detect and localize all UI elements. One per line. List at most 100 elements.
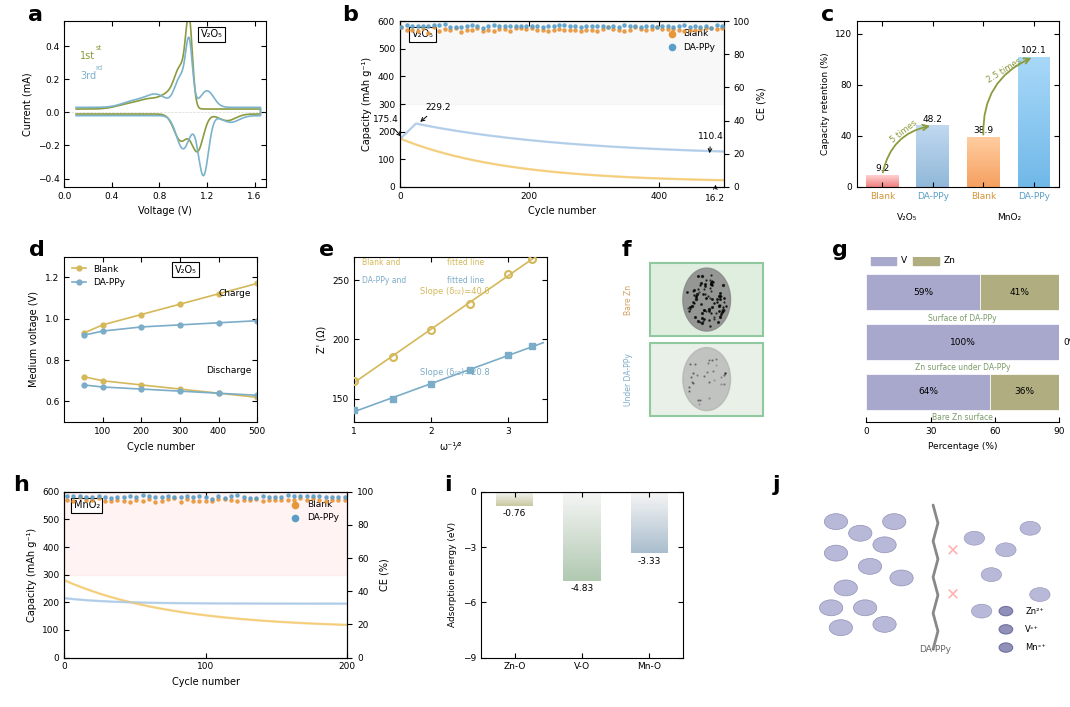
Bar — [917, 163, 949, 164]
Point — [659, 21, 676, 32]
Bar — [631, 518, 668, 520]
Point — [491, 24, 508, 35]
Point — [474, 22, 491, 33]
Bar — [1018, 127, 1051, 129]
Bar — [631, 499, 668, 500]
Text: h: h — [13, 475, 29, 495]
Point — [605, 23, 622, 34]
Point — [648, 21, 666, 33]
Bar — [631, 538, 668, 539]
Bar — [631, 516, 668, 518]
Circle shape — [827, 516, 844, 527]
Point — [122, 490, 139, 501]
Text: b: b — [341, 5, 357, 25]
Bar — [631, 504, 668, 505]
Bar — [631, 513, 668, 514]
Point — [310, 495, 327, 506]
Bar — [564, 507, 600, 508]
Bar — [564, 538, 600, 539]
Bar — [1018, 104, 1051, 105]
Point — [393, 21, 410, 33]
Bar — [631, 503, 668, 504]
Point — [627, 22, 644, 33]
Bar — [1018, 163, 1051, 164]
Blank — [96, 320, 109, 329]
Bar — [1018, 149, 1051, 151]
Bar — [1018, 138, 1051, 140]
Bar — [917, 168, 949, 169]
Bar — [1018, 169, 1051, 170]
Bar — [1018, 88, 1051, 89]
Point — [588, 21, 606, 32]
Point — [615, 25, 632, 36]
DA-PPy — [135, 322, 148, 331]
Point — [403, 25, 421, 36]
Point — [687, 21, 704, 32]
Bar — [917, 174, 949, 175]
Point — [550, 23, 567, 35]
Text: Slope (δ₀₂)=40.0: Slope (δ₀₂)=40.0 — [419, 287, 489, 296]
Point — [273, 491, 290, 503]
Point — [431, 19, 448, 30]
Bar — [564, 518, 600, 520]
Text: Bare Zn: Bare Zn — [625, 284, 633, 315]
Point — [286, 491, 303, 502]
Text: i: i — [444, 475, 452, 495]
Bar — [1018, 175, 1051, 177]
Bar — [564, 553, 600, 554]
Text: st: st — [95, 45, 102, 51]
Bar — [1018, 107, 1051, 109]
Bar — [1018, 75, 1051, 76]
Bar — [917, 146, 949, 147]
Point — [572, 25, 590, 36]
Point — [469, 23, 486, 34]
Text: 229.2: 229.2 — [421, 103, 450, 121]
Point — [485, 20, 502, 31]
Bar — [1018, 59, 1051, 60]
Bar — [564, 563, 600, 564]
Point — [103, 495, 120, 506]
Point — [529, 25, 546, 36]
Bar — [564, 532, 600, 533]
Bar — [564, 493, 600, 495]
Bar — [917, 184, 949, 185]
Bar — [631, 522, 668, 523]
Bar — [1018, 109, 1051, 110]
Text: Zn surface under DA-PPy: Zn surface under DA-PPy — [915, 363, 1010, 373]
Point — [539, 25, 556, 36]
Bar — [1018, 158, 1051, 159]
Point — [254, 491, 271, 502]
Bar — [917, 186, 949, 187]
Point — [463, 24, 480, 35]
Point — [578, 21, 595, 32]
Blank — [135, 310, 148, 319]
Bar — [1018, 68, 1051, 70]
Bar — [564, 571, 600, 572]
Circle shape — [820, 600, 843, 616]
Point — [692, 23, 709, 35]
Point — [638, 25, 655, 36]
Point — [599, 22, 616, 33]
Text: DA-PPy and: DA-PPy and — [362, 276, 406, 286]
Bar — [1018, 100, 1051, 103]
Text: 1st: 1st — [80, 51, 95, 61]
Bar — [1018, 180, 1051, 182]
DA-PPy — [212, 319, 225, 327]
Circle shape — [890, 570, 913, 586]
Bar — [1018, 89, 1051, 91]
Point — [654, 21, 671, 32]
Bar — [631, 494, 668, 495]
Bar — [917, 137, 949, 138]
Bar — [1018, 174, 1051, 175]
Point — [140, 491, 157, 502]
Bar — [564, 566, 600, 568]
Bar — [564, 572, 600, 573]
Text: 100%: 100% — [950, 337, 976, 346]
Bar — [1018, 141, 1051, 143]
Point — [605, 20, 622, 31]
Point — [279, 494, 296, 506]
Text: 110.4: 110.4 — [699, 132, 724, 152]
Point — [518, 21, 535, 32]
Point — [59, 490, 76, 501]
Bar — [1018, 94, 1051, 96]
